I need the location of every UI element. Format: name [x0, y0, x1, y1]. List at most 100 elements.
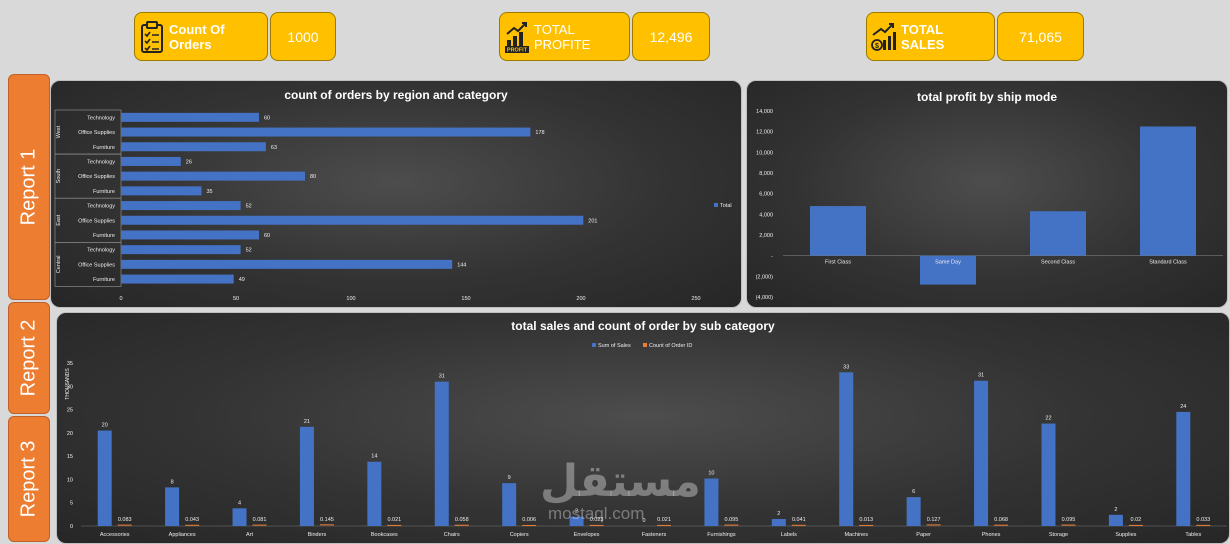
clipboard-icon: [141, 20, 163, 53]
chart-sales-title: total sales and count of order by sub ca…: [511, 319, 775, 333]
kpi-total-profit-label-box: PROFIT TOTAL PROFITE: [499, 12, 630, 61]
category-label: First Class: [825, 260, 851, 266]
profit-chart-icon: PROFIT: [505, 21, 529, 53]
kpi-total-profit-label: TOTAL PROFITE: [534, 21, 591, 52]
kpi-count-orders-label-box: Count Of Orders: [134, 12, 268, 61]
data-label-sales: 4: [238, 500, 241, 506]
bar-sales: [97, 430, 112, 526]
bar-sales: [839, 372, 854, 526]
x-tick-label: 250: [691, 296, 700, 302]
category-label: Copiers: [510, 532, 529, 538]
y-axis-title: THOUSANDS: [65, 368, 71, 400]
watermark-arabic: مستقل: [540, 456, 701, 507]
kpi-count-orders-value: 1000: [270, 12, 336, 61]
data-label-sales: 24: [1180, 404, 1186, 410]
y-tick-label: 0: [70, 524, 73, 530]
data-label-count: 0.068: [994, 517, 1008, 523]
data-label-count: 0.095: [725, 517, 739, 523]
sales-chart-icon: $: [871, 22, 896, 51]
bar-sales: [1041, 423, 1056, 526]
bar: [920, 255, 976, 285]
chart-profit-title: total profit by ship mode: [917, 90, 1057, 104]
category-label: Technology: [87, 248, 115, 254]
category-label: Technology: [87, 159, 115, 165]
category-label: Accessories: [100, 532, 130, 538]
bar-count: [724, 524, 739, 526]
x-tick-label: 50: [233, 296, 239, 302]
x-tick-label: 100: [346, 296, 355, 302]
category-label: Technology: [87, 115, 115, 121]
bar: [121, 156, 181, 166]
y-tick-label: 20: [67, 431, 73, 437]
data-label-count: 0.021: [387, 517, 401, 523]
kpi-total-sales-label: TOTAL SALES: [901, 21, 945, 52]
data-label: 60: [264, 233, 270, 239]
data-label: 60: [264, 115, 270, 121]
y-tick-label: 15: [67, 454, 73, 460]
category-label: Machines: [844, 532, 868, 538]
category-label: Fasteners: [642, 532, 667, 538]
bar-count: [522, 524, 537, 526]
data-label-count: 0.033: [1196, 517, 1210, 523]
data-label: 52: [246, 204, 252, 210]
y-tick-label: (4,000): [756, 295, 774, 301]
bar: [121, 274, 234, 284]
tab-report-1[interactable]: Report 1: [8, 74, 50, 300]
data-label: 178: [535, 130, 544, 136]
category-label: Paper: [916, 532, 931, 538]
data-label-sales: 2: [777, 511, 780, 517]
bar-count: [1061, 524, 1076, 526]
category-label: Office Supplies: [78, 130, 115, 136]
data-label-count: 0.058: [455, 517, 469, 523]
y-tick-label: 14,000: [756, 109, 773, 115]
data-label-sales: 33: [843, 364, 849, 370]
category-label: Supplies: [1115, 532, 1136, 538]
y-tick-label: 4,000: [759, 212, 773, 218]
category-label: Furnishings: [707, 532, 736, 538]
y-tick-label: 25: [67, 408, 73, 414]
kpi-total-sales-label-box: $ TOTAL SALES: [866, 12, 995, 61]
category-label: Technology: [87, 204, 115, 210]
category-label: Appliances: [169, 532, 196, 538]
data-label-count: 0.021: [657, 517, 671, 523]
profit-icon-text: PROFIT: [507, 47, 528, 53]
category-label: Office Supplies: [78, 174, 115, 180]
x-tick-label: 0: [119, 296, 122, 302]
bar: [121, 245, 241, 255]
data-label-count: 0.02: [1131, 517, 1142, 523]
region-label: West: [56, 125, 62, 138]
category-label: Phones: [982, 532, 1001, 538]
x-tick-label: 200: [576, 296, 585, 302]
bar: [1140, 126, 1196, 256]
legend-swatch: [714, 203, 718, 207]
bar-sales: [434, 381, 449, 526]
kpi-total-sales-value: 71,065: [997, 12, 1084, 61]
y-tick-label: 10,000: [756, 150, 773, 156]
bar: [121, 259, 453, 269]
kpi-count-orders-label: Count Of Orders: [169, 21, 225, 52]
bar-count: [319, 524, 334, 526]
bar-count: [791, 524, 806, 526]
category-label: Storage: [1049, 532, 1068, 538]
data-label: 49: [239, 277, 245, 283]
tab-report-3[interactable]: Report 3: [8, 416, 50, 542]
svg-text:$: $: [875, 43, 879, 50]
data-label-sales: 2: [575, 509, 578, 515]
data-label-sales: 2: [1114, 507, 1117, 513]
bar-count: [454, 524, 469, 526]
bar-count: [926, 524, 941, 526]
category-label: Office Supplies: [78, 218, 115, 224]
y-tick-label: 12,000: [756, 130, 773, 136]
bar-count: [1196, 524, 1211, 526]
bar-sales: [906, 497, 921, 526]
y-tick-label: 6,000: [759, 192, 773, 198]
data-label-sales: 20: [102, 423, 108, 429]
data-label: 80: [310, 174, 316, 180]
y-tick-label: 30: [67, 384, 73, 390]
data-label-sales: 8: [171, 479, 174, 485]
category-label: Office Supplies: [78, 262, 115, 268]
tab-report-2[interactable]: Report 2: [8, 302, 50, 414]
kpi-count-orders: Count Of Orders 1000: [134, 12, 336, 61]
bar: [121, 171, 305, 181]
